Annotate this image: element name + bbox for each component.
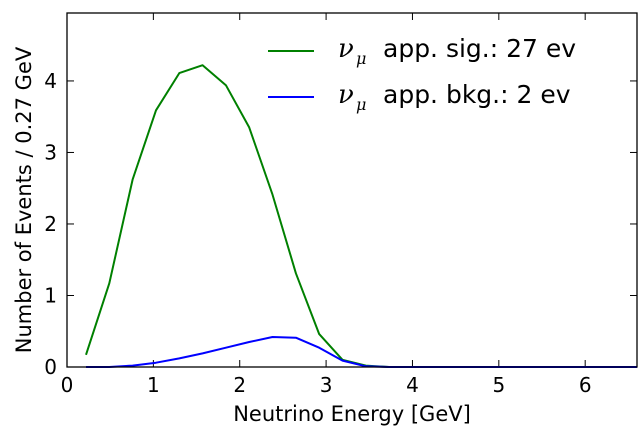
- x-tick-label: 3: [320, 373, 333, 397]
- x-tick-label: 6: [579, 373, 592, 397]
- legend-symbol-signal: ν: [338, 34, 354, 64]
- y-tick-label: 0: [44, 355, 57, 379]
- legend-entry-background: ν μ app. bkg.: 2 ev: [268, 80, 571, 114]
- x-tick-label: 1: [147, 373, 160, 397]
- plot-frame: [66, 12, 638, 368]
- axis-ticks: [66, 13, 637, 368]
- x-tick-label: 5: [492, 373, 505, 397]
- series-line-background: [86, 336, 637, 368]
- legend: ν μ app. sig.: 27 ev ν μ app. bkg.: 2 ev: [268, 34, 576, 114]
- y-tick-label: 2: [44, 212, 57, 236]
- tick-labels: 0 1 2 3 4 5 6 0 1 2 3 4: [44, 69, 591, 397]
- x-axis-label: Neutrino Energy [GeV]: [233, 402, 471, 426]
- legend-label-signal: app. sig.: 27 ev: [383, 34, 576, 63]
- legend-subscript-background: μ: [356, 95, 366, 114]
- x-tick-label: 0: [61, 373, 74, 397]
- y-tick-label: 3: [44, 140, 57, 164]
- x-tick-label: 2: [233, 373, 246, 397]
- y-tick-label: 1: [44, 283, 57, 307]
- legend-label-background: app. bkg.: 2 ev: [383, 80, 571, 109]
- legend-symbol-background: ν: [338, 80, 354, 110]
- y-axis-label: Number of Events / 0.27 GeV: [12, 46, 36, 353]
- legend-entry-signal: ν μ app. sig.: 27 ev: [268, 34, 576, 68]
- legend-subscript-signal: μ: [356, 49, 366, 68]
- y-tick-label: 4: [44, 69, 57, 93]
- x-tick-label: 4: [406, 373, 419, 397]
